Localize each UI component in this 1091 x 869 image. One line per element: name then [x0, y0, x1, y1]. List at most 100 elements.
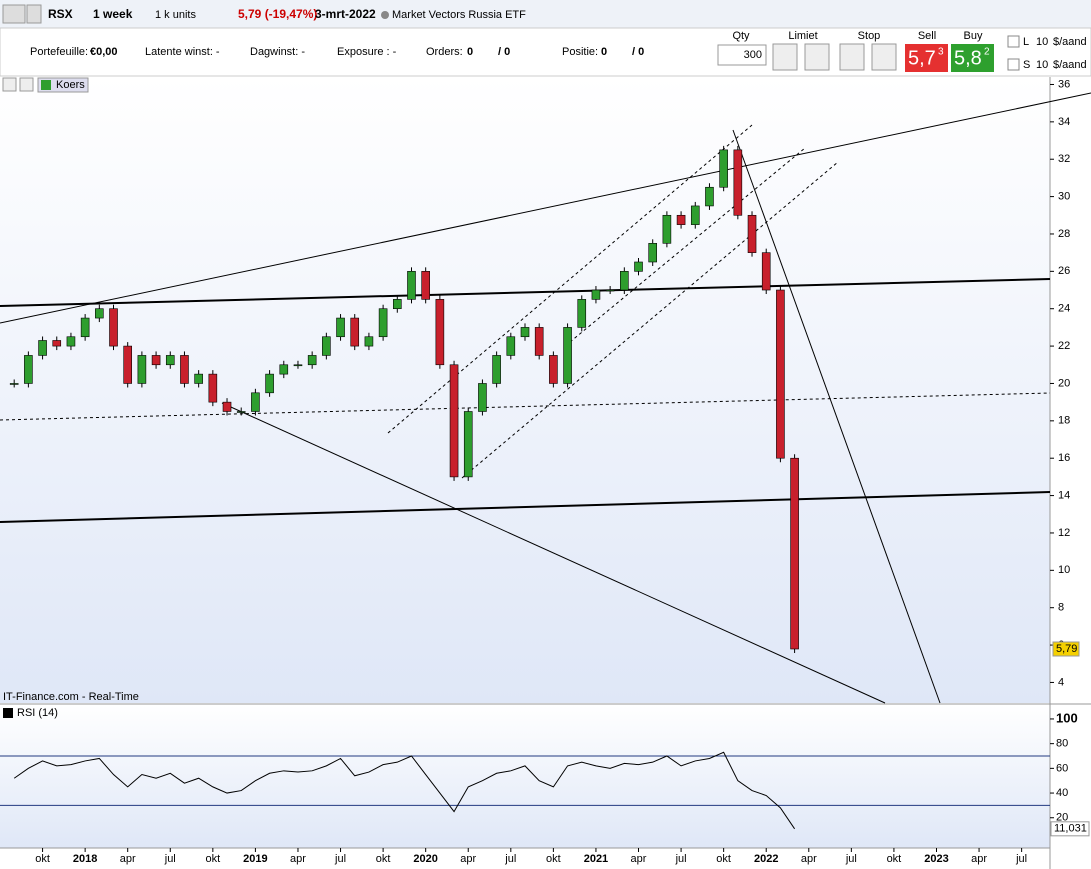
- icon[interactable]: [2, 4, 26, 24]
- unit: $/aand: [1053, 59, 1087, 71]
- candle: [165, 355, 175, 366]
- candle: [24, 355, 33, 384]
- trend-line: [461, 161, 839, 479]
- value: 0: [601, 46, 607, 58]
- label: Latente winst: -: [145, 46, 220, 58]
- y-tick-label: 28: [1058, 228, 1070, 240]
- dot: [381, 11, 389, 19]
- checkbox[interactable]: [1007, 58, 1020, 71]
- icon[interactable]: [2, 77, 17, 92]
- units[interactable]: 1 k units: [155, 9, 196, 21]
- candle: [123, 345, 133, 384]
- value: 0: [467, 46, 473, 58]
- symbol[interactable]: RSX: [48, 7, 73, 21]
- value: / 0: [632, 46, 644, 58]
- icon[interactable]: [19, 77, 34, 92]
- y-tick-label: 36: [1058, 78, 1070, 90]
- candle: [520, 327, 530, 338]
- x-tick-label: apr: [971, 853, 987, 865]
- buy-price-sup[interactable]: 2: [984, 47, 990, 58]
- candle: [676, 214, 686, 225]
- qty-input[interactable]: [717, 44, 767, 66]
- candle: [279, 364, 289, 375]
- candle: [761, 252, 771, 291]
- label: Portefeuille:: [30, 46, 88, 58]
- qty[interactable]: 300: [744, 49, 762, 61]
- legend-swatch: [41, 80, 51, 90]
- rsi-pane: [0, 705, 1050, 848]
- sell-price[interactable]: 5,7: [908, 47, 936, 69]
- buy-button[interactable]: [951, 44, 994, 72]
- candle: [236, 411, 246, 413]
- rsi-title: RSI (14): [17, 707, 58, 719]
- candle: [322, 336, 331, 356]
- trend-line: [569, 147, 806, 343]
- candle: [733, 149, 743, 216]
- y-tick-label: 10: [1058, 564, 1070, 576]
- value: €0,00: [90, 46, 118, 58]
- x-tick-label: apr: [801, 853, 817, 865]
- last-rsi-label: 11,031: [1054, 823, 1087, 835]
- change: 5,79 (-19,47%): [238, 7, 317, 21]
- x-tick-label: apr: [460, 853, 476, 865]
- y-tick-label: 16: [1058, 452, 1070, 464]
- candle: [66, 336, 76, 347]
- candle: [506, 336, 516, 356]
- x-tick-label: jul: [1015, 853, 1027, 865]
- label: Limiet: [788, 30, 817, 42]
- candle: [293, 364, 303, 367]
- candle: [350, 317, 360, 347]
- trend-line: [732, 129, 941, 704]
- x-tick-label: jul: [675, 853, 687, 865]
- x-tick-label: apr: [290, 853, 306, 865]
- y-tick-label: 20: [1058, 377, 1070, 389]
- date: 3-mrt-2022: [315, 7, 376, 21]
- button[interactable]: [804, 43, 830, 71]
- legend-swatch: [3, 708, 13, 718]
- button[interactable]: [772, 43, 798, 71]
- y-tick-label: 8: [1058, 602, 1064, 614]
- checkbox[interactable]: [1007, 35, 1020, 48]
- candle: [378, 308, 388, 338]
- toolbar: [0, 0, 1091, 28]
- x-tick-label: 2021: [584, 853, 608, 865]
- candle: [790, 457, 799, 650]
- candle: [194, 373, 203, 384]
- x-tick-label: jul: [164, 853, 176, 865]
- x-tick-label: 2018: [73, 853, 97, 865]
- candle: [719, 149, 728, 188]
- value[interactable]: 10: [1036, 36, 1048, 48]
- button[interactable]: [871, 43, 897, 71]
- label: Exposure : -: [337, 46, 397, 58]
- icon[interactable]: [26, 4, 42, 24]
- y-tick-label: 80: [1056, 738, 1068, 750]
- trend-lines: [0, 92, 1091, 704]
- y-tick-label: 40: [1056, 787, 1068, 799]
- label: Sell: [918, 30, 936, 42]
- last-price-label: 5,79: [1056, 643, 1077, 655]
- button[interactable]: [839, 43, 865, 71]
- last-price-box: [1052, 641, 1080, 657]
- y-tick-label: 22: [1058, 340, 1070, 352]
- candle: [307, 355, 317, 366]
- x-tick-label: okt: [35, 853, 50, 865]
- candle: [478, 383, 487, 412]
- trend-line: [387, 124, 753, 434]
- y-tick-label: 24: [1058, 303, 1070, 315]
- candle: [648, 243, 658, 263]
- buy-price[interactable]: 5,8: [954, 47, 982, 69]
- rsi-line: [13, 751, 796, 830]
- sell-price-sup[interactable]: 3: [938, 47, 944, 58]
- y-tick-label: 14: [1058, 489, 1070, 501]
- x-tick-label: jul: [845, 853, 857, 865]
- value[interactable]: 10: [1036, 59, 1048, 71]
- sell-button[interactable]: [905, 44, 948, 72]
- instrument: Market Vectors Russia ETF: [392, 9, 526, 21]
- candle: [9, 383, 19, 385]
- x-tick-label: jul: [334, 853, 346, 865]
- candle: [208, 373, 218, 403]
- y-tick-label: 20: [1056, 812, 1068, 824]
- interval[interactable]: 1 week: [93, 7, 133, 21]
- candle: [151, 355, 161, 366]
